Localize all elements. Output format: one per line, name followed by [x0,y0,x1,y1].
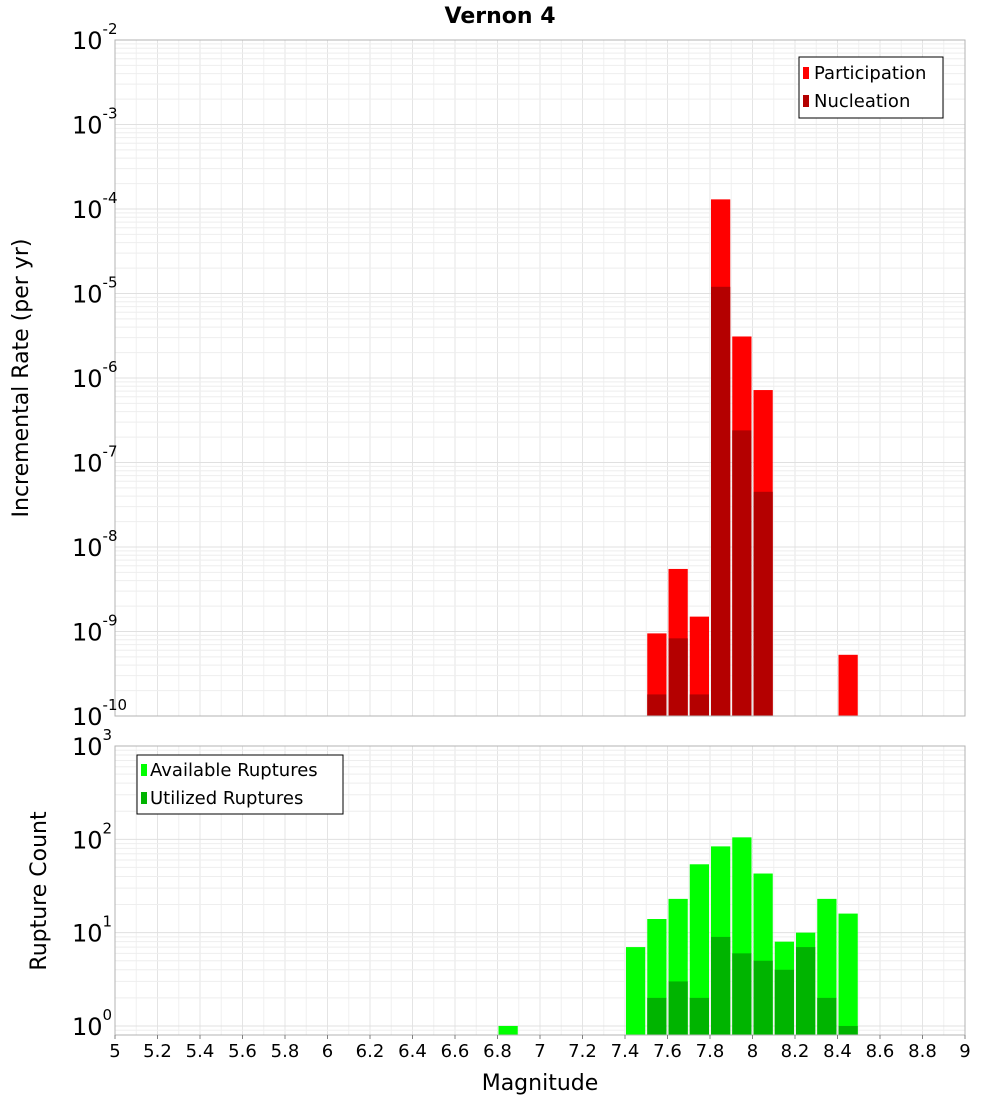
legend-available-label: Available Ruptures [150,760,318,781]
count-bar-utilized-ruptures [753,960,773,1035]
x-axis-label: Magnitude [482,1071,599,1096]
rate-panel-grid [114,40,966,717]
x-tick-label: 5.6 [228,1041,257,1062]
y-tick-label: 100 [72,1006,112,1041]
x-tick-label: 9 [959,1041,970,1062]
legend-participation-swatch [803,67,809,79]
count-bar-available-ruptures [689,864,709,1035]
x-tick-label: 7.8 [696,1041,725,1062]
x-axis-ticks: 5 5.2 5.4 5.6 5.8 6 6.2 6.4 6.6 6.8 7 7.2 7.4 7.6 7.8 8… [109,1035,971,1062]
legend-utilized-swatch [141,792,147,804]
count-bar-available-ruptures [626,947,646,1035]
x-tick-label: 8.4 [823,1041,852,1062]
count-bar-utilized-ruptures [774,969,794,1035]
y-tick-label: 102 [72,819,112,854]
x-tick-label: 8.8 [908,1041,937,1062]
x-tick-label: 6.8 [483,1041,512,1062]
y-tick-label: 10-3 [72,105,118,140]
rate-panel-bars [647,199,858,717]
y-tick-label: 10-2 [72,20,118,55]
count-bar-utilized-ruptures [732,953,752,1035]
y-tick-label: 10-5 [72,274,118,309]
x-tick-label: 8.2 [781,1041,810,1062]
legend-nucleation-swatch [803,95,809,107]
count-bar-utilized-ruptures [668,981,688,1035]
rate-panel: 10-2 10-3 10-4 10-5 10-6 10-7 10-8 10-9 10-10 In… [9,20,966,731]
x-tick-label: 7.2 [568,1041,597,1062]
rate-bar-participation [689,616,709,716]
y-tick-label: 10-8 [72,527,118,562]
count-bar-available-ruptures [498,1025,518,1035]
rate-bar-nucleation [689,694,709,716]
legend-utilized-label: Utilized Ruptures [150,788,303,809]
rate-bar-nucleation [668,638,688,716]
x-tick-label: 6.2 [356,1041,385,1062]
y-tick-label: 101 [72,913,112,948]
count-panel-bars [498,837,858,1035]
legend-nucleation-label: Nucleation [814,91,910,112]
count-bar-utilized-ruptures [647,997,667,1035]
y-tick-label: 103 [72,726,112,761]
x-tick-label: 7 [534,1041,545,1062]
rate-bar-nucleation [711,286,731,716]
x-tick-label: 7.6 [653,1041,682,1062]
rate-bar-nucleation [647,694,667,716]
x-tick-label: 6 [322,1041,333,1062]
rate-bar-nucleation [732,430,752,716]
x-tick-label: 6.4 [398,1041,427,1062]
x-tick-label: 8.6 [866,1041,895,1062]
count-bar-utilized-ruptures [838,1025,858,1035]
legend-available-swatch [141,764,147,776]
rate-y-axis-label: Incremental Rate (per yr) [9,239,34,518]
count-panel-y-ticks: 103 102 101 100 [72,726,112,1041]
y-tick-label: 10-10 [72,696,127,731]
y-tick-label: 10-9 [72,612,118,647]
count-y-axis-label: Rupture Count [27,811,52,971]
count-bar-available-ruptures [838,913,858,1035]
rate-panel-y-ticks: 10-2 10-3 10-4 10-5 10-6 10-7 10-8 10-9 10-10 [72,20,127,731]
x-tick-label: 5.8 [271,1041,300,1062]
count-bar-utilized-ruptures [796,947,816,1035]
y-tick-label: 10-4 [72,189,118,224]
count-bar-utilized-ruptures [711,936,731,1035]
x-tick-label: 8 [747,1041,758,1062]
rate-bar-nucleation [753,491,773,716]
x-tick-label: 7.4 [611,1041,640,1062]
count-legend: Available Ruptures Utilized Ruptures [136,754,344,815]
x-tick-label: 5.2 [143,1041,172,1062]
y-tick-label: 10-6 [72,358,118,393]
x-tick-label: 5.4 [186,1041,215,1062]
y-tick-label: 10-7 [72,443,118,478]
count-bar-utilized-ruptures [817,997,837,1035]
count-panel: 103 102 101 100 5 5.2 5.4 5.6 5.8 6 6.2 6.4 6.6 6.8 7… [27,726,971,1096]
rate-bar-participation [838,654,858,716]
x-tick-label: 5 [109,1041,120,1062]
legend-participation-label: Participation [814,63,926,84]
x-tick-label: 6.6 [441,1041,470,1062]
chart-title: Vernon 4 [445,4,556,29]
rate-legend: Participation Nucleation [798,56,944,119]
count-bar-utilized-ruptures [689,997,709,1035]
